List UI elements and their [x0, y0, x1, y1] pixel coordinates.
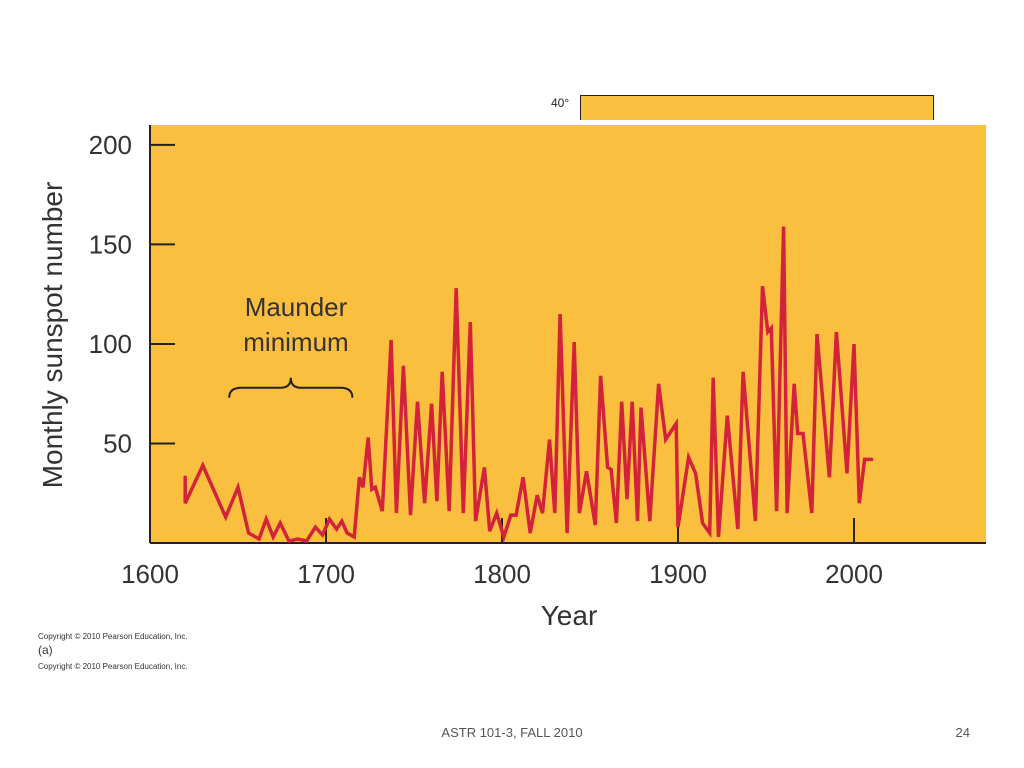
panel-label: (a) [38, 643, 53, 657]
annotation-label-line1: Maunder [245, 292, 348, 322]
x-tick-label: 1900 [649, 559, 707, 589]
x-axis-title: Year [541, 600, 598, 631]
tick-label-layer: 50 100 150 200 1600 1700 1800 1900 2000 [89, 130, 883, 589]
y-tick-label: 150 [89, 229, 132, 259]
annotation-layer [228, 377, 354, 398]
annotation-label-line2: minimum [243, 327, 348, 357]
axis-ticks-layer [149, 125, 986, 544]
footer-page-number: 24 [955, 725, 970, 740]
y-axis-title: Monthly sunspot number [37, 182, 68, 489]
sunspot-series-line [183, 226, 874, 544]
copyright-text: Copyright © 2010 Pearson Education, Inc. [38, 632, 188, 641]
series-layer [183, 226, 874, 544]
y-tick-label: 200 [89, 130, 132, 160]
y-tick-label: 100 [89, 329, 132, 359]
x-tick-label: 1800 [473, 559, 531, 589]
maunder-brace [228, 377, 354, 398]
inset-butterfly-panel [580, 95, 934, 120]
x-tick-label: 2000 [825, 559, 883, 589]
x-tick-label: 1700 [297, 559, 355, 589]
copyright-text-2: Copyright © 2010 Pearson Education, Inc. [38, 662, 188, 671]
x-tick-label: 1600 [121, 559, 179, 589]
y-tick-label: 50 [103, 428, 132, 458]
footer-course-label: ASTR 101-3, FALL 2010 [441, 725, 583, 740]
inset-latitude-label: 40° [551, 96, 570, 110]
